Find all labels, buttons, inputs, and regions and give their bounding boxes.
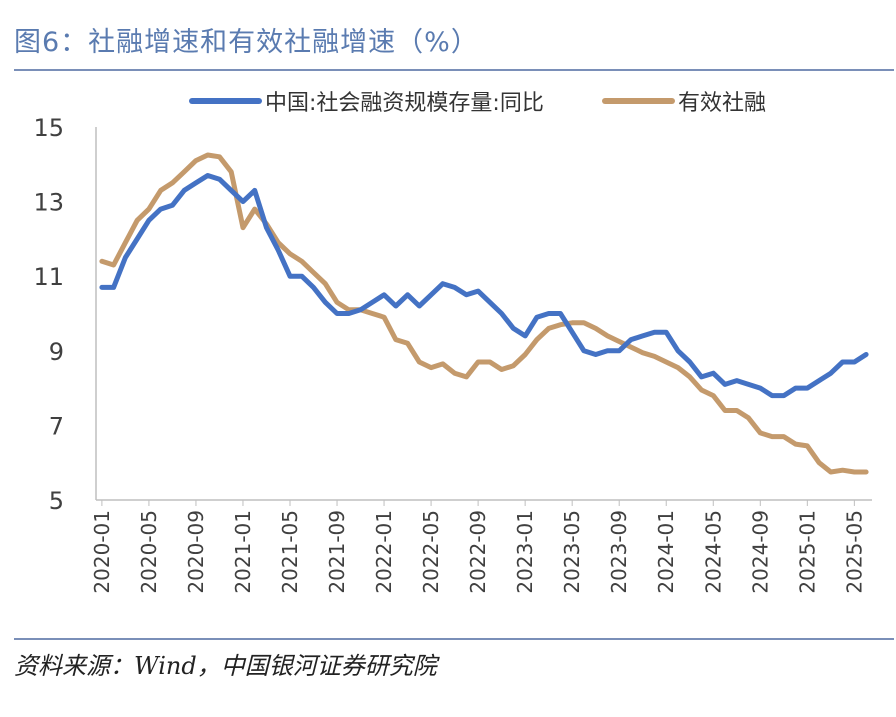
x-tick-label: 2021-09 bbox=[325, 510, 349, 594]
series-line-1 bbox=[99, 152, 869, 475]
y-axis: 5 7 9 11 13 15 bbox=[33, 114, 97, 515]
figure-title: 图6：社融增速和有效社融增速（%） bbox=[14, 27, 479, 58]
x-tick-label: 2020-05 bbox=[137, 510, 161, 594]
y-tick-label: 15 bbox=[33, 114, 64, 142]
x-tick-label: 2025-05 bbox=[842, 510, 866, 594]
x-tick-label: 2024-09 bbox=[748, 510, 772, 594]
x-tick-label: 2025-01 bbox=[795, 510, 819, 594]
y-tick-label: 11 bbox=[33, 263, 64, 291]
x-tick-label: 2020-09 bbox=[184, 510, 208, 594]
x-tick-label: 2024-01 bbox=[654, 510, 678, 594]
legend-label-1: 有效社融 bbox=[678, 91, 766, 116]
x-tick-label: 2023-09 bbox=[607, 510, 631, 594]
plot-area bbox=[99, 152, 869, 475]
series-line-0 bbox=[99, 173, 869, 399]
x-tick-label: 2021-01 bbox=[231, 510, 255, 594]
x-tick-label: 2022-05 bbox=[419, 510, 443, 594]
x-tick-label: 2021-05 bbox=[278, 510, 302, 594]
y-tick-label: 7 bbox=[49, 412, 64, 440]
x-tick-label: 2023-05 bbox=[560, 510, 584, 594]
y-tick-label: 13 bbox=[33, 189, 64, 217]
legend-label-0: 中国:社会融资规模存量:同比 bbox=[265, 91, 544, 116]
x-tick-label: 2022-09 bbox=[466, 510, 490, 594]
x-tick-label: 2023-01 bbox=[513, 510, 537, 594]
x-tick-label: 2020-01 bbox=[90, 510, 114, 594]
chart-legend: 中国:社会融资规模存量:同比 有效社融 bbox=[189, 91, 766, 116]
title-divider bbox=[14, 69, 894, 71]
x-axis: 2020-01 2020-05 2020-09 2021-01 2021-05 2021-… bbox=[90, 499, 872, 594]
x-tick-label: 2022-01 bbox=[372, 510, 396, 594]
source-divider bbox=[14, 638, 894, 640]
x-tick-label: 2024-05 bbox=[701, 510, 725, 594]
source-note: 资料来源：Wind，中国银河证券研究院 bbox=[14, 652, 437, 680]
y-tick-label: 5 bbox=[49, 487, 64, 515]
y-tick-label: 9 bbox=[49, 338, 64, 366]
